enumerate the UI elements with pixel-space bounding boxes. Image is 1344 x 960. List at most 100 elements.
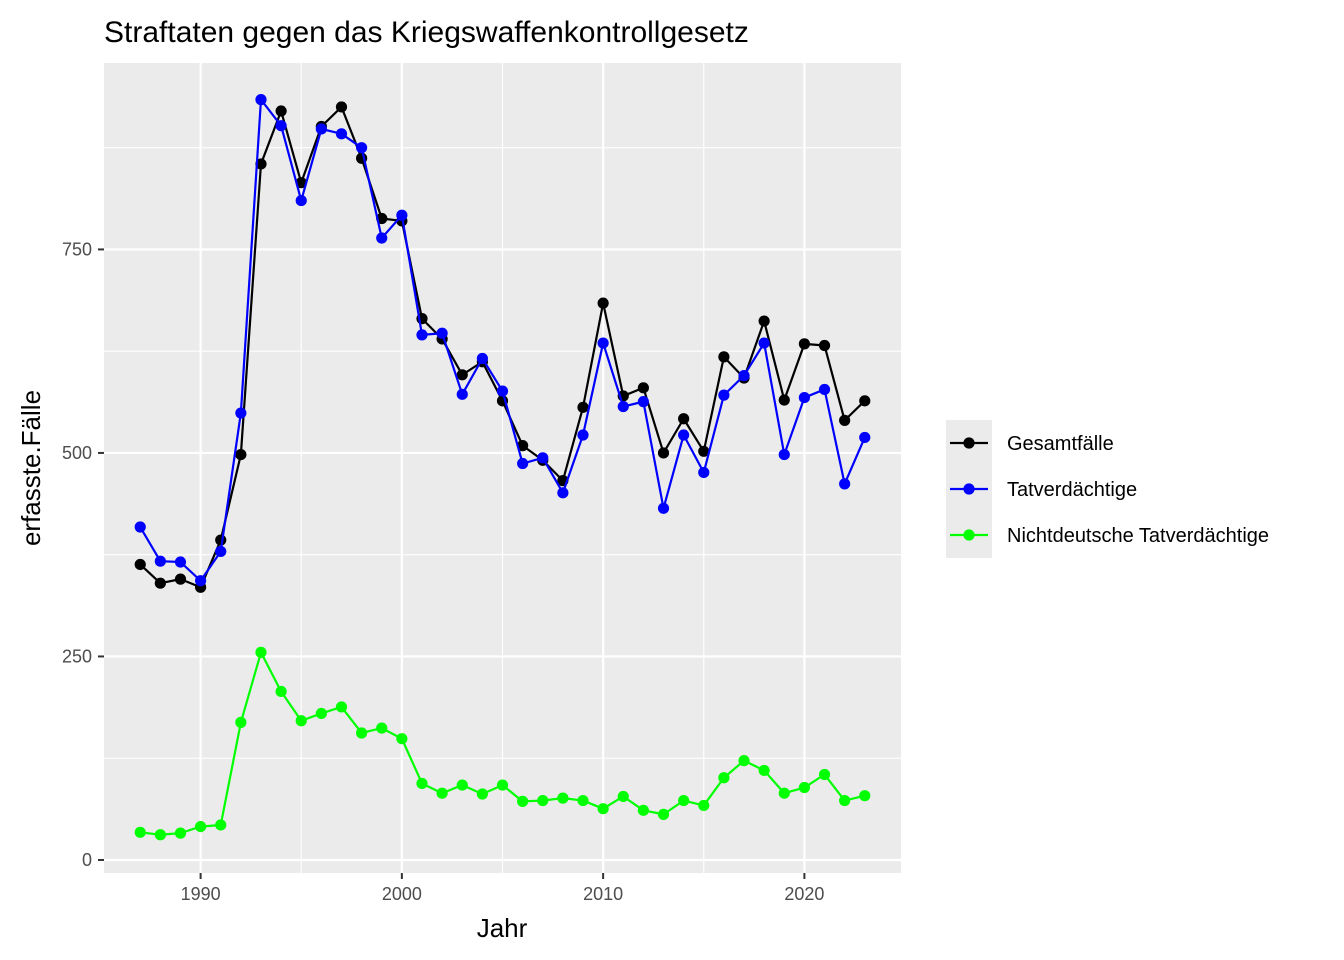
y-tick-label: 750: [62, 239, 92, 259]
y-axis-title: erfasste.Fälle: [16, 390, 46, 546]
data-point: [798, 781, 810, 794]
data-point: [577, 429, 589, 441]
data-point: [255, 94, 267, 106]
data-point: [335, 128, 348, 140]
data-point: [275, 120, 287, 132]
data-point: [356, 142, 368, 154]
data-point: [839, 478, 851, 490]
data-point: [537, 794, 549, 807]
data-point: [154, 577, 166, 589]
data-point: [657, 808, 670, 820]
data-point: [235, 448, 247, 461]
grid-major: [104, 63, 901, 873]
data-point: [818, 768, 831, 781]
data-point: [295, 715, 307, 727]
data-point: [738, 370, 750, 382]
chart-title: Straftaten gegen das Kriegswaffenkontrol…: [104, 16, 749, 49]
data-point: [436, 787, 448, 799]
data-point: [376, 722, 388, 734]
data-point: [778, 448, 790, 461]
data-point: [154, 555, 166, 567]
x-tick-label: 2020: [784, 884, 824, 904]
data-point: [356, 727, 368, 739]
legend-item: Gesamtfälle: [950, 433, 1114, 455]
legend-label: Gesamtfälle: [1007, 433, 1114, 455]
data-point: [496, 385, 509, 397]
data-point: [396, 209, 408, 221]
data-point: [718, 351, 730, 363]
data-point: [698, 799, 710, 812]
data-point: [335, 101, 348, 113]
data-point: [195, 575, 207, 587]
data-point: [295, 177, 307, 189]
data-point: [436, 327, 448, 339]
data-point: [738, 755, 750, 767]
data-point: [255, 646, 267, 658]
data-point: [637, 804, 649, 816]
x-tick-label: 2000: [382, 884, 422, 904]
data-point: [557, 487, 569, 499]
data-point: [476, 788, 488, 800]
x-tick-label: 1990: [181, 884, 221, 904]
y-axis: 0 250 500 750: [62, 239, 104, 870]
data-point: [456, 388, 468, 400]
x-axis-title: Jahr: [477, 913, 528, 943]
y-tick-label: 250: [62, 646, 92, 666]
data-point: [577, 794, 589, 807]
data-point: [557, 792, 569, 804]
data-point: [174, 573, 187, 585]
data-point: [174, 556, 187, 568]
legend-key-point: [963, 483, 975, 495]
data-point: [798, 338, 810, 350]
data-point: [617, 400, 629, 413]
data-point: [215, 819, 227, 831]
data-point: [416, 329, 428, 341]
data-point: [678, 794, 690, 807]
data-point: [315, 707, 327, 720]
data-point: [698, 466, 710, 479]
data-point: [778, 787, 790, 799]
series-layer: [134, 94, 871, 841]
data-point: [315, 123, 327, 135]
data-point: [134, 826, 146, 838]
data-point: [758, 764, 770, 777]
data-point: [718, 389, 730, 401]
data-point: [134, 558, 146, 571]
data-point: [597, 803, 609, 815]
data-point: [416, 777, 428, 790]
legend-key-point: [963, 529, 975, 541]
series-3: [134, 646, 871, 841]
data-point: [758, 337, 770, 349]
data-point: [758, 315, 770, 327]
y-tick-label: 500: [62, 443, 92, 463]
data-point: [839, 414, 851, 426]
data-point: [215, 545, 227, 558]
legend-item: Tatverdächtige: [950, 479, 1137, 501]
data-point: [275, 685, 287, 698]
data-point: [577, 401, 589, 413]
data-point: [496, 779, 509, 791]
data-point: [859, 431, 871, 444]
legend: Gesamtfälle Tatverdächtige Nichtdeutsche T…: [946, 420, 1269, 558]
data-point: [476, 352, 488, 365]
data-point: [335, 701, 348, 713]
data-point: [657, 447, 670, 459]
data-point: [698, 445, 710, 457]
data-point: [617, 790, 629, 803]
data-point: [295, 194, 307, 207]
data-point: [517, 795, 529, 807]
data-point: [456, 779, 468, 791]
data-point: [376, 232, 388, 244]
data-point: [235, 716, 247, 728]
data-point: [718, 772, 730, 784]
legend-label: Nichtdeutsche Tatverdächtige: [1007, 525, 1269, 547]
data-point: [839, 794, 851, 807]
data-point: [174, 827, 187, 839]
data-point: [456, 369, 468, 381]
data-point: [396, 733, 408, 745]
data-point: [517, 457, 529, 470]
x-axis: 1990 2000 2010 2020: [181, 873, 824, 904]
data-point: [235, 407, 247, 419]
data-point: [517, 440, 529, 452]
